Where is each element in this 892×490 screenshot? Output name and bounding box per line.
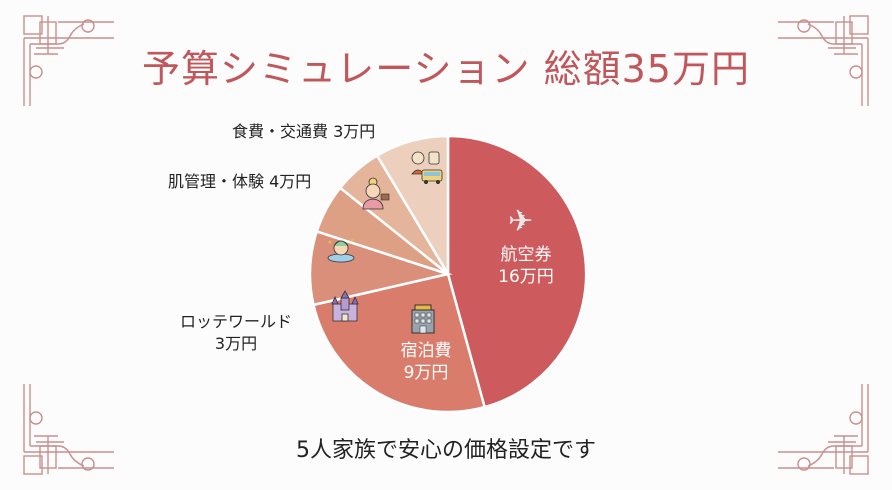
food-transport-label: 食費・交通費 3万円 bbox=[232, 122, 376, 141]
castle-icon bbox=[330, 290, 360, 326]
pie-chart bbox=[310, 136, 586, 412]
lotte-world-label: ロッテワールド 3万円 bbox=[180, 311, 292, 355]
hotel-label: 宿泊費 9万円 bbox=[388, 340, 464, 384]
skin-experience-label: 肌管理・体験 4万円 bbox=[168, 172, 312, 191]
food-bus-icon bbox=[410, 150, 444, 190]
lotte-world-name: ロッテワールド bbox=[180, 312, 293, 331]
corner-ornament-top-left bbox=[14, 8, 114, 108]
corner-ornament-bottom-left bbox=[14, 382, 114, 482]
airfare-value: 16万円 bbox=[498, 267, 554, 287]
hotel-value: 9万円 bbox=[403, 363, 449, 383]
woman-skincare-icon bbox=[360, 176, 390, 214]
corner-ornament-top-right bbox=[778, 8, 878, 108]
chart-title: 予算シミュレーション 総額35万円 bbox=[142, 47, 750, 91]
slice-airfare[interactable] bbox=[446, 136, 586, 409]
footer-caption: 5人家族で安心の価格設定です bbox=[296, 438, 596, 463]
hotel-name: 宿泊費 bbox=[400, 341, 452, 361]
spa-icon bbox=[326, 234, 356, 268]
airfare-name: 航空券 bbox=[500, 245, 552, 265]
lotte-world-value: 3万円 bbox=[214, 334, 258, 353]
corner-ornament-bottom-right bbox=[778, 382, 878, 482]
airplane-icon: ✈ bbox=[508, 204, 534, 239]
airfare-label: 航空券 16万円 bbox=[488, 244, 564, 288]
hotel-icon bbox=[410, 304, 436, 338]
